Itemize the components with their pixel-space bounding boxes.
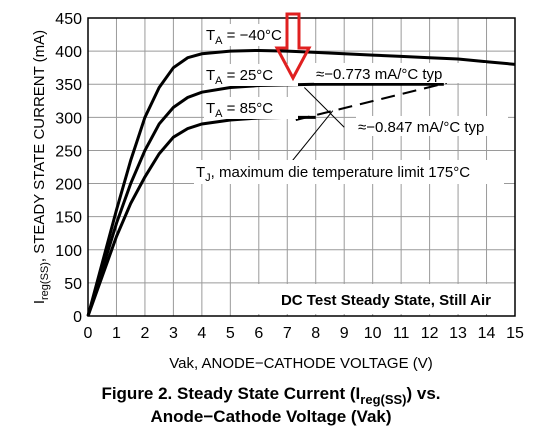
- y-tick-label: 450: [55, 11, 82, 28]
- label-bg: [314, 63, 486, 83]
- red-arrow: [274, 12, 312, 82]
- y-label-part: I: [31, 300, 48, 304]
- series-label-part: T: [206, 100, 215, 117]
- y-tick-label: 400: [55, 44, 82, 61]
- y-tick-label: 200: [55, 177, 82, 194]
- caption: Figure 2. Steady State Current (Ireg(SS)…: [101, 384, 440, 407]
- y-tick-label: 350: [55, 77, 82, 94]
- x-tick-label: 15: [506, 325, 524, 342]
- caption-part: Figure 2. Steady State Current (I: [101, 384, 360, 403]
- plot-frame: [87, 17, 516, 317]
- y-label-sub: reg(SS): [39, 262, 51, 300]
- x-tick-label: 6: [254, 325, 263, 342]
- x-tick-label: 7: [283, 325, 292, 342]
- annotation: TJ, maximum die temperature limit 175°C: [196, 164, 470, 184]
- annotation: ≈−0.847 mA/°C typ: [358, 119, 484, 136]
- leader: [303, 87, 345, 128]
- x-tick-label: 0: [84, 325, 93, 342]
- x-tick-label: 8: [311, 325, 320, 342]
- x-axis-label: Vak, ANODE−CATHODE VOLTAGE (V): [169, 355, 433, 372]
- caption: Anode−Cathode Voltage (Vak): [150, 407, 391, 426]
- note-box: [258, 284, 513, 314]
- series-label-part: A: [215, 108, 223, 120]
- series-label-part: = −40°C: [223, 27, 283, 44]
- note-text: DC Test Steady State, Still Air: [281, 292, 491, 309]
- x-tick-label: 5: [226, 325, 235, 342]
- series-label-part: = 85°C: [223, 100, 274, 117]
- series-label-part: T: [206, 67, 215, 84]
- label-bg: [194, 160, 504, 184]
- x-tick-label: 1: [112, 325, 121, 342]
- y-axis-label: Ireg(SS), STEADY STATE CURRENT (mA): [31, 30, 51, 304]
- x-tick-label: 11: [393, 325, 410, 342]
- y-tick-label: 150: [55, 210, 82, 227]
- x-tick-label: 3: [169, 325, 178, 342]
- series-label: TA = 25°C: [206, 67, 273, 87]
- label-bg: [204, 64, 298, 86]
- x-tick-label: 9: [340, 325, 349, 342]
- label-bg: [356, 116, 508, 136]
- series-label-part: T: [206, 27, 215, 44]
- annotation-part: J: [205, 172, 211, 184]
- limit-line: [295, 81, 447, 121]
- series-line: [86, 48, 516, 317]
- annotation-part: T: [196, 164, 205, 181]
- y-tick-label: 250: [55, 143, 82, 160]
- annotation: ≈−0.773 mA/°C typ: [316, 66, 442, 83]
- series-label: TA = 85°C: [206, 100, 273, 120]
- label-bg: [204, 24, 298, 46]
- series-label-part: A: [215, 75, 223, 87]
- y-tick-label: 50: [64, 276, 82, 293]
- y-label-part: , STEADY STATE CURRENT (mA): [31, 30, 48, 262]
- x-tick-label: 12: [421, 325, 439, 342]
- x-tick-label: 13: [449, 325, 467, 342]
- y-tick-label: 300: [55, 110, 82, 127]
- series-label-part: = 25°C: [223, 67, 274, 84]
- label-bg: [204, 97, 298, 119]
- series-line: [86, 82, 444, 317]
- caption-sub: reg(SS): [360, 392, 406, 407]
- series-label: TA = −40°C: [206, 27, 282, 47]
- x-tick-label: 14: [478, 325, 496, 342]
- y-tick-label: 100: [55, 243, 82, 260]
- leader: [286, 110, 334, 168]
- y-tick-label: 0: [73, 309, 82, 326]
- series-label-part: A: [215, 35, 223, 47]
- caption-part: ) vs.: [407, 384, 441, 403]
- x-tick-label: 4: [197, 325, 206, 342]
- x-tick-label: 2: [140, 325, 149, 342]
- annotation-part: , maximum die temperature limit 175°C: [211, 164, 471, 181]
- x-tick-label: 10: [364, 325, 382, 342]
